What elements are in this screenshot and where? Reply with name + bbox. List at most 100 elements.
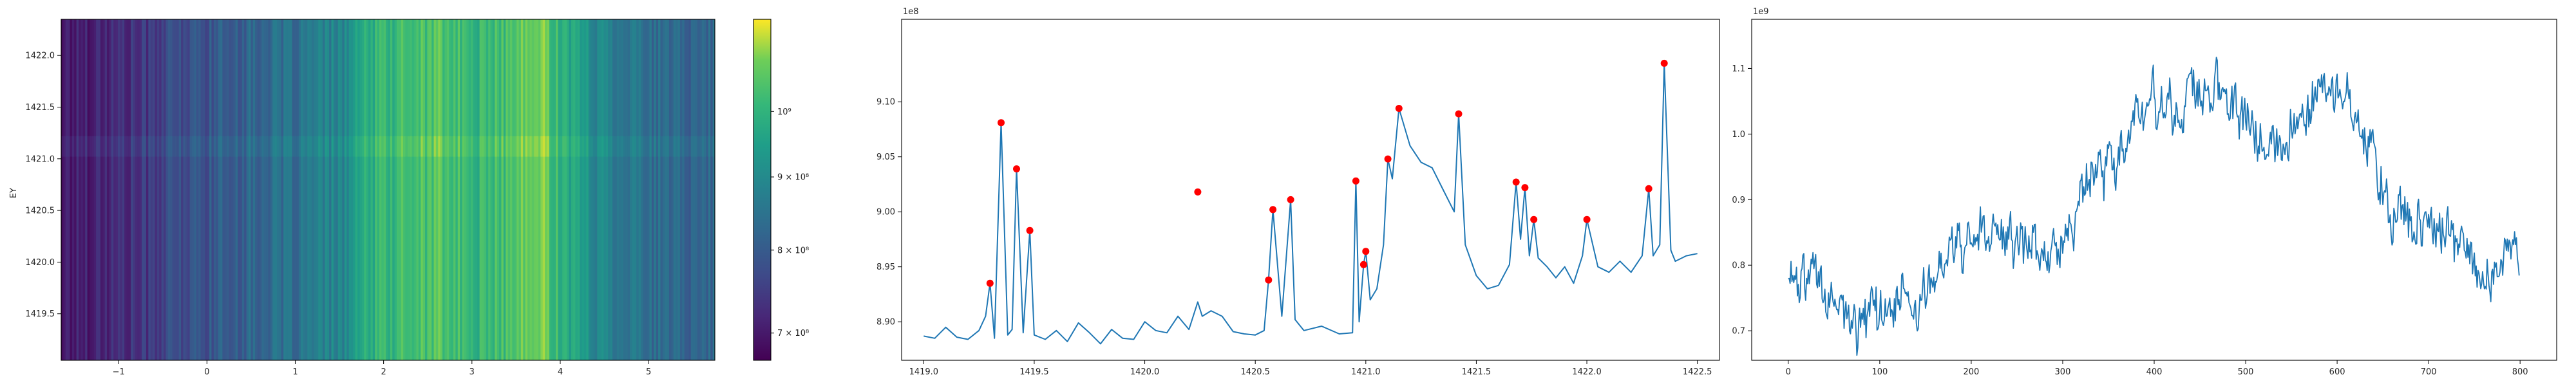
- heatmap-ridge-cell: [102, 136, 106, 157]
- colorbar-tick-label: 8 × 10⁸: [777, 246, 809, 255]
- heatmap-column: [205, 19, 208, 360]
- heatmap-column: [534, 19, 537, 360]
- heatmap-ridge-cell: [438, 136, 441, 157]
- heatmap-ridge-cell: [333, 136, 336, 157]
- heatmap-column: [379, 19, 382, 360]
- heatmap-column: [323, 19, 325, 360]
- heatmap-column: [216, 19, 219, 360]
- heatmap-ridge-cell: [688, 136, 692, 157]
- heatmap-column: [509, 19, 513, 360]
- heatmap-column: [377, 19, 380, 360]
- heatmap-ridge-cell: [610, 136, 613, 157]
- heatmap-column: [599, 19, 602, 360]
- heatmap-ridge-cell: [344, 136, 347, 157]
- heatmap-ridge-cell: [327, 136, 330, 157]
- heatmap-column: [350, 19, 354, 360]
- heatmap-column: [327, 19, 330, 360]
- heatmap-column: [473, 19, 476, 360]
- heatmap-column: [706, 19, 709, 360]
- heatmap-column: [340, 19, 343, 360]
- heatmap-column: [525, 19, 528, 360]
- series-x-tick-label: 400: [2146, 367, 2163, 377]
- heatmap-column: [218, 19, 221, 360]
- heatmap-ridge-cell: [421, 136, 424, 157]
- heatmap-ridge-cell: [647, 136, 650, 157]
- heatmap-column: [684, 19, 687, 360]
- colorbar-tick-label: 9 × 10⁸: [777, 173, 809, 183]
- heatmap-ridge-cell: [331, 136, 334, 157]
- heatmap-ridge-cell: [616, 136, 620, 157]
- heatmap-column: [673, 19, 676, 360]
- heatmap-column: [224, 19, 227, 360]
- heatmap-x-tick-label: 0: [204, 367, 209, 377]
- heatmap-ridge-cell: [440, 136, 443, 157]
- heatmap-column: [126, 19, 129, 360]
- heatmap-ridge-cell: [608, 136, 611, 157]
- heatmap-ridge-cell: [155, 136, 158, 157]
- heatmap-column: [153, 19, 156, 360]
- heatmap-column: [359, 19, 363, 360]
- heatmap-column: [697, 19, 700, 360]
- heatmap-ridge-cell: [296, 136, 299, 157]
- heatmap-column: [102, 19, 106, 360]
- heatmap-column: [309, 19, 312, 360]
- heatmap-column: [558, 19, 561, 360]
- heatmap-column: [507, 19, 511, 360]
- heatmap-ridge-cell: [636, 136, 639, 157]
- peaks-y-tick-label: 8.90: [876, 318, 895, 327]
- peaks-x-tick-label: 1422.0: [1572, 367, 1602, 377]
- heatmap-ridge-cell: [71, 136, 75, 157]
- heatmap-ridge-cell: [455, 136, 459, 157]
- peak-marker: [1645, 185, 1653, 192]
- heatmap-ridge-cell: [497, 136, 500, 157]
- heatmap-ridge-cell: [638, 136, 641, 157]
- heatmap-ridge-cell: [401, 136, 404, 157]
- heatmap-column: [161, 19, 164, 360]
- heatmap-ridge-cell: [414, 136, 417, 157]
- heatmap-column: [107, 19, 110, 360]
- heatmap-column: [261, 19, 265, 360]
- heatmap-column: [381, 19, 384, 360]
- heatmap-ridge-cell: [82, 136, 86, 157]
- heatmap-ridge-cell: [222, 136, 225, 157]
- heatmap-column: [654, 19, 657, 360]
- heatmap-ridge-cell: [87, 136, 90, 157]
- heatmap-ridge-cell: [665, 136, 668, 157]
- peak-marker: [1287, 196, 1294, 203]
- heatmap-column: [287, 19, 290, 360]
- colorbar-tick-label: 10⁹: [777, 107, 791, 117]
- heatmap-ridge-cell: [364, 136, 367, 157]
- heatmap-ridge-cell: [366, 136, 369, 157]
- heatmap-column: [612, 19, 615, 360]
- heatmap-ridge-cell: [442, 136, 446, 157]
- heatmap-ridge-cell: [348, 136, 352, 157]
- heatmap-column: [178, 19, 182, 360]
- colorbar: 7 × 10⁸ 8 × 10⁸ 9 × 10⁸ 10⁹: [753, 19, 809, 361]
- heatmap-column: [497, 19, 500, 360]
- heatmap-ridge-cell: [397, 136, 400, 157]
- heatmap-ridge-cell: [507, 136, 511, 157]
- heatmap-ridge-cell: [166, 136, 169, 157]
- heatmap-column: [183, 19, 186, 360]
- heatmap-column: [392, 19, 395, 360]
- heatmap-ridge-cell: [601, 136, 605, 157]
- heatmap-column: [276, 19, 279, 360]
- heatmap-ridge-cell: [542, 136, 545, 157]
- heatmap-ridge-cell: [651, 136, 654, 157]
- heatmap-ridge-cell: [431, 136, 435, 157]
- heatmap-column: [139, 19, 142, 360]
- heatmap-ridge-cell: [346, 136, 350, 157]
- heatmap-ridge-cell: [242, 136, 245, 157]
- heatmap-ridge-cell: [582, 136, 585, 157]
- peaks-x-tick-label: 1419.0: [909, 367, 939, 377]
- heatmap-column: [597, 19, 600, 360]
- heatmap-column: [251, 19, 254, 360]
- heatmap-column: [194, 19, 197, 360]
- heatmap-column: [506, 19, 509, 360]
- heatmap-column: [549, 19, 552, 360]
- heatmap-ridge-cell: [551, 136, 554, 157]
- heatmap-ridge-cell: [294, 136, 297, 157]
- heatmap-ridge-cell: [580, 136, 583, 157]
- heatmap-column: [318, 19, 321, 360]
- heatmap-ridge-cell: [320, 136, 323, 157]
